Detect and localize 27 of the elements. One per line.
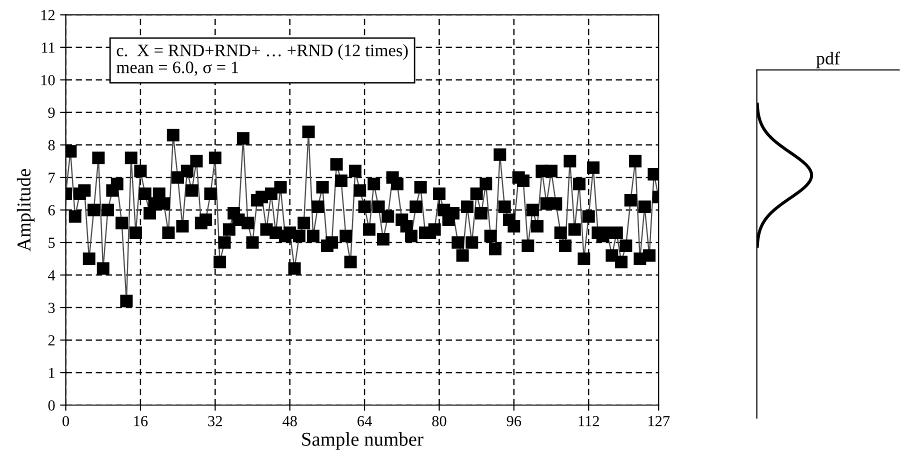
y-tick-label: 8 xyxy=(48,140,55,150)
x-tick-label: 127 xyxy=(648,416,670,426)
y-axis-title: Amplitude xyxy=(16,169,35,252)
x-tick-label: 64 xyxy=(358,416,372,426)
y-tick-label: 0 xyxy=(48,400,55,411)
text: pdf xyxy=(816,52,840,68)
y-tick-label: 9 xyxy=(48,108,55,118)
x-tick-label: 80 xyxy=(432,416,446,426)
y-tick-label: 10 xyxy=(41,75,55,86)
y-tick-label: 5 xyxy=(48,238,55,248)
x-tick-label: 112 xyxy=(578,416,599,426)
y-tick-label: 3 xyxy=(48,302,55,313)
x-axis-title: Sample number xyxy=(302,432,424,450)
x-tick-label: 16 xyxy=(134,416,148,426)
annotation: mean = 6.0, σ = 1 xyxy=(116,62,238,76)
y-tick-label: 6 xyxy=(48,205,55,216)
x-tick-label: 48 xyxy=(282,416,297,426)
y-tick-label: 12 xyxy=(41,10,55,20)
annotation: c. X = RND+RND+ … +RND (12 times) xyxy=(116,44,408,60)
y-tick-label: 4 xyxy=(48,270,56,280)
x-tick-label: 96 xyxy=(506,416,522,426)
y-tick-label: 1 xyxy=(49,368,54,378)
x-tick-label: 0 xyxy=(62,416,70,426)
y-tick-label: 2 xyxy=(48,335,55,346)
x-tick-label: 32 xyxy=(208,416,222,426)
y-tick-label: 11 xyxy=(42,42,54,53)
y-tick-label: 7 xyxy=(48,172,55,183)
